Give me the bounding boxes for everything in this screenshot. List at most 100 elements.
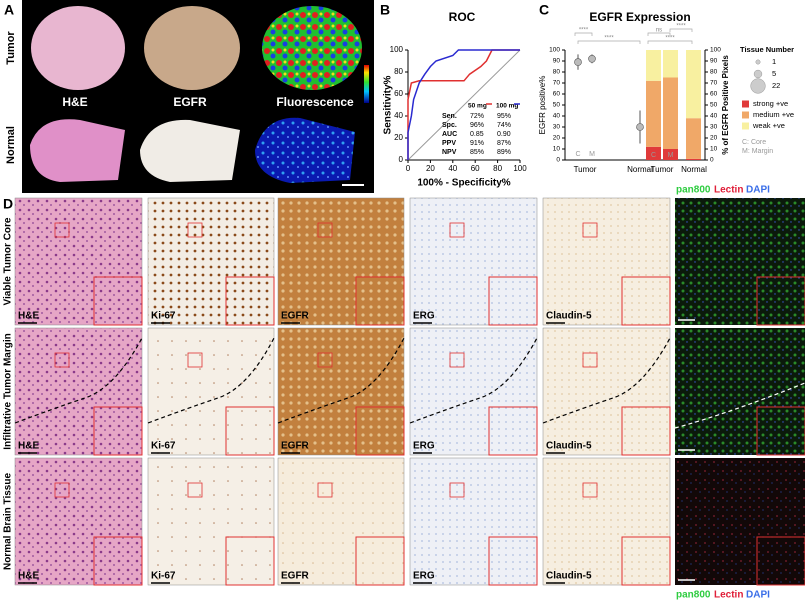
table-cell: 0.85 xyxy=(470,131,484,138)
group-label: M xyxy=(589,151,595,158)
stain-label: ERG xyxy=(413,311,435,322)
y-tick-label: 70 xyxy=(553,80,561,87)
channel-label: Lectin xyxy=(714,185,743,196)
legend-label: 50 mg xyxy=(468,103,487,110)
panel-label: B xyxy=(380,2,390,18)
bar-segment xyxy=(646,80,661,147)
table-cell: 87% xyxy=(497,140,511,147)
roi-box xyxy=(317,482,333,498)
y-tick-label: 90 xyxy=(553,58,561,65)
significance-label: **** xyxy=(676,24,686,30)
significance-label: ns xyxy=(656,28,662,34)
inset xyxy=(93,406,143,456)
x-category: Tumor xyxy=(574,165,597,174)
panel-label: D xyxy=(3,196,13,212)
bar-segment xyxy=(686,158,701,160)
stain-label: Claudin-5 xyxy=(546,571,592,582)
size-legend-marker xyxy=(753,69,763,79)
mean-marker xyxy=(636,123,644,131)
significance-bracket xyxy=(669,28,693,32)
y-tick-label: 20 xyxy=(553,135,561,142)
mean-marker xyxy=(574,58,582,66)
y-tick-label: 20 xyxy=(394,133,403,142)
normal-fluorescence-section xyxy=(255,117,355,183)
x-tick-label: 40 xyxy=(448,164,457,173)
y2-tick-label: 90 xyxy=(710,58,718,65)
table-cell: 85% xyxy=(470,149,484,156)
x-tick-label: 0 xyxy=(406,164,411,173)
bar-segment xyxy=(646,50,661,81)
table-cell: AUC xyxy=(442,131,457,138)
margin-line xyxy=(277,337,405,424)
inset xyxy=(621,276,671,326)
row-label: Viable Tumor Core xyxy=(3,217,14,305)
row-label: Normal xyxy=(5,126,17,164)
channel-label: pan800 xyxy=(676,590,711,601)
channel-label: DAPI xyxy=(746,590,770,601)
image-label: Fluorescence xyxy=(276,95,354,109)
roc-curve xyxy=(407,49,520,160)
significance-bracket xyxy=(574,32,593,36)
size-legend-marker xyxy=(750,78,766,94)
image-label: EGFR xyxy=(173,95,207,109)
tumor-fluorescence-section xyxy=(262,6,362,90)
reference-line xyxy=(407,49,521,161)
inset xyxy=(355,406,405,456)
legend-swatch xyxy=(742,111,749,119)
bar-segment xyxy=(663,149,678,160)
panel-label: C xyxy=(539,2,549,18)
y-tick-label: 30 xyxy=(553,124,561,131)
roi-box xyxy=(449,482,465,498)
roc-curve xyxy=(407,49,520,160)
margin-line xyxy=(14,337,143,424)
inset xyxy=(756,276,805,326)
roi-box xyxy=(582,222,598,238)
inset xyxy=(488,536,538,586)
stain-label: Ki-67 xyxy=(151,441,176,452)
x-category: Tumor xyxy=(651,165,674,174)
x-category: Normal xyxy=(681,165,707,174)
channel-label: Lectin xyxy=(714,590,743,601)
legend-swatch xyxy=(742,100,749,108)
y2-tick-label: 50 xyxy=(710,102,718,109)
y2-tick-label: 40 xyxy=(710,113,718,120)
inset xyxy=(225,406,275,456)
y-tick-label: 60 xyxy=(553,91,561,98)
size-legend-label: 1 xyxy=(772,57,776,66)
significance-label: **** xyxy=(579,28,589,34)
y-axis-label: Sensitivity% xyxy=(383,75,394,134)
margin-line xyxy=(542,337,671,424)
roi-box xyxy=(582,482,598,498)
chart-title: EGFR Expression xyxy=(589,10,690,24)
stain-label: EGFR xyxy=(281,311,310,322)
inset xyxy=(225,536,275,586)
legend-label: weak +ve xyxy=(752,121,785,130)
table-cell: 74% xyxy=(497,122,511,129)
y-tick-label: 100 xyxy=(549,47,560,54)
bar-segment xyxy=(686,118,701,159)
legend-label: medium +ve xyxy=(753,110,794,119)
size-legend-marker xyxy=(755,59,761,65)
y-tick-label: 100 xyxy=(390,45,404,54)
margin-line xyxy=(674,382,805,429)
tumor-egfr-section xyxy=(144,6,240,90)
bar-segment xyxy=(646,146,661,160)
x-tick-label: 80 xyxy=(493,164,502,173)
y-tick-label: 80 xyxy=(394,67,403,76)
inset xyxy=(225,276,275,326)
roi-box xyxy=(317,352,333,368)
stain-label: EGFR xyxy=(281,441,310,452)
y-axis-label: EGFR positive% xyxy=(538,76,547,135)
stain-label: Ki-67 xyxy=(151,311,176,322)
inset xyxy=(756,406,805,456)
legend-title: Tissue Number xyxy=(740,45,794,54)
x-tick-label: 60 xyxy=(471,164,480,173)
image-label: H&E xyxy=(62,95,87,109)
significance-label: **** xyxy=(665,36,675,42)
inset xyxy=(488,406,538,456)
y-tick-label: 0 xyxy=(399,155,404,164)
inset xyxy=(621,406,671,456)
inset xyxy=(355,536,405,586)
micrograph xyxy=(147,197,275,326)
